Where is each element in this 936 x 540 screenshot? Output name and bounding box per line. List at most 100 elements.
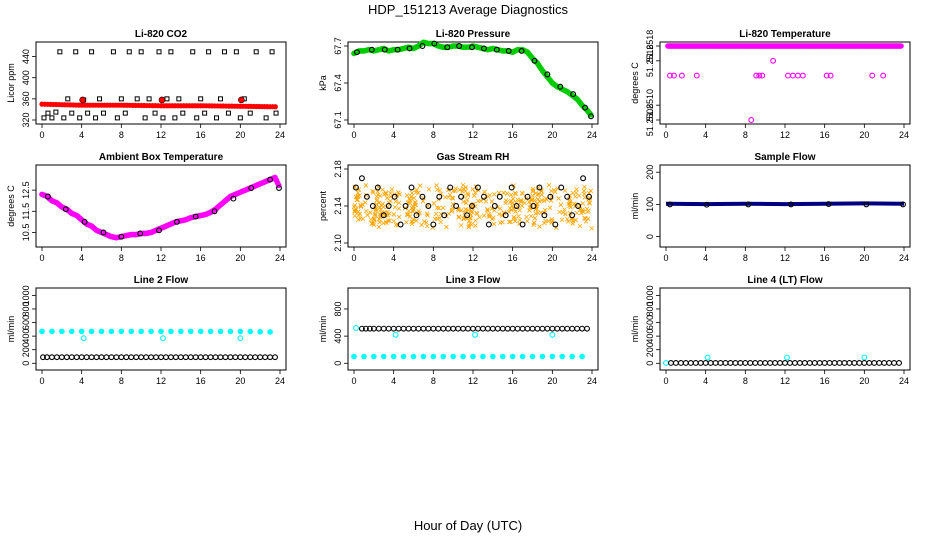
data-point — [118, 354, 125, 361]
rh-data-point — [546, 182, 552, 188]
data-point — [110, 49, 116, 55]
rh-data-point — [356, 212, 361, 218]
data-point — [227, 354, 234, 361]
data-point — [869, 72, 876, 79]
rh-data-point — [387, 218, 392, 224]
y-tick-label: 11.5 — [21, 203, 31, 220]
data-point — [49, 115, 55, 121]
rh-data-point — [535, 196, 541, 202]
data-point — [580, 175, 587, 182]
data-point — [167, 354, 174, 361]
data-point — [496, 193, 503, 200]
data-point — [796, 359, 803, 366]
x-tick-label: 24 — [587, 130, 597, 140]
data-point — [354, 49, 360, 56]
data-point — [480, 45, 487, 52]
data-point — [717, 359, 724, 366]
rh-data-point — [485, 208, 490, 213]
x-tick-label: 16 — [820, 376, 830, 386]
rh-data-point — [464, 197, 470, 203]
data-point — [499, 325, 506, 332]
rh-data-point — [453, 186, 458, 191]
data-point — [79, 96, 86, 104]
data-point — [759, 72, 766, 79]
x-tick-label: 24 — [899, 253, 909, 263]
data-point — [390, 325, 397, 332]
data-point — [63, 354, 70, 361]
data-point — [192, 213, 199, 220]
rh-data-point — [570, 190, 576, 196]
chart-title: Li-820 CO2 — [135, 29, 188, 40]
data-point — [791, 359, 798, 366]
rh-data-point — [577, 223, 583, 229]
data-point — [237, 335, 244, 342]
rh-data-point — [396, 200, 402, 206]
data-point — [397, 221, 404, 228]
data-point — [475, 184, 481, 191]
x-tick-label: 12 — [780, 376, 790, 386]
rh-data-point — [476, 198, 481, 204]
data-point — [158, 354, 164, 361]
data-point — [704, 354, 711, 361]
y-axis-label: percent — [318, 190, 328, 221]
rh-data-point — [383, 219, 389, 225]
data-point — [88, 354, 95, 361]
data-point — [400, 325, 407, 332]
rh-data-point — [520, 191, 525, 197]
data-point — [53, 354, 60, 361]
data-point — [363, 193, 370, 200]
rh-data-point — [414, 218, 419, 223]
data-point — [588, 113, 594, 120]
data-point — [232, 354, 239, 361]
rh-data-point — [411, 195, 417, 201]
data-point — [534, 325, 541, 332]
data-point — [361, 353, 367, 360]
rh-data-point — [534, 192, 540, 198]
rh-data-point — [525, 218, 530, 224]
rh-data-point — [582, 184, 587, 190]
data-point — [134, 96, 140, 102]
data-point — [207, 354, 214, 361]
data-point — [552, 221, 559, 228]
rh-data-point — [410, 208, 415, 214]
data-point — [440, 325, 447, 332]
data-point — [519, 325, 526, 332]
rh-data-point — [471, 193, 477, 198]
data-point — [785, 72, 791, 79]
data-point — [100, 110, 106, 116]
rh-data-point — [372, 213, 378, 218]
data-point — [164, 96, 170, 102]
data-point — [453, 203, 460, 209]
rh-data-point — [396, 206, 402, 211]
chart-title: Li-820 Pressure — [436, 29, 511, 40]
x-tick-label: 20 — [235, 253, 245, 263]
x-tick-label: 24 — [275, 376, 285, 386]
data-point — [900, 201, 906, 208]
rh-data-point — [358, 203, 364, 209]
data-point — [402, 203, 409, 209]
data-point — [172, 115, 178, 121]
data-point — [118, 328, 125, 335]
y-axis-label: degrees C — [630, 62, 640, 104]
x-tick-label: 16 — [508, 253, 518, 263]
data-point — [98, 354, 105, 361]
x-tick-label: 16 — [820, 253, 830, 263]
data-point — [45, 110, 51, 116]
data-point — [160, 335, 166, 342]
data-point — [549, 353, 556, 360]
data-point — [569, 353, 575, 360]
x-tick-label: 24 — [899, 130, 909, 140]
data-point — [272, 354, 278, 361]
data-point — [391, 193, 398, 200]
data-point — [410, 325, 417, 332]
data-point — [469, 44, 475, 51]
data-point — [480, 353, 486, 360]
data-point — [118, 233, 125, 240]
rh-data-point — [470, 187, 476, 192]
data-point — [267, 354, 274, 361]
data-point — [450, 353, 456, 360]
data-point — [762, 359, 769, 366]
data-point — [770, 57, 777, 64]
rh-data-point — [462, 215, 468, 221]
data-point — [574, 325, 581, 332]
